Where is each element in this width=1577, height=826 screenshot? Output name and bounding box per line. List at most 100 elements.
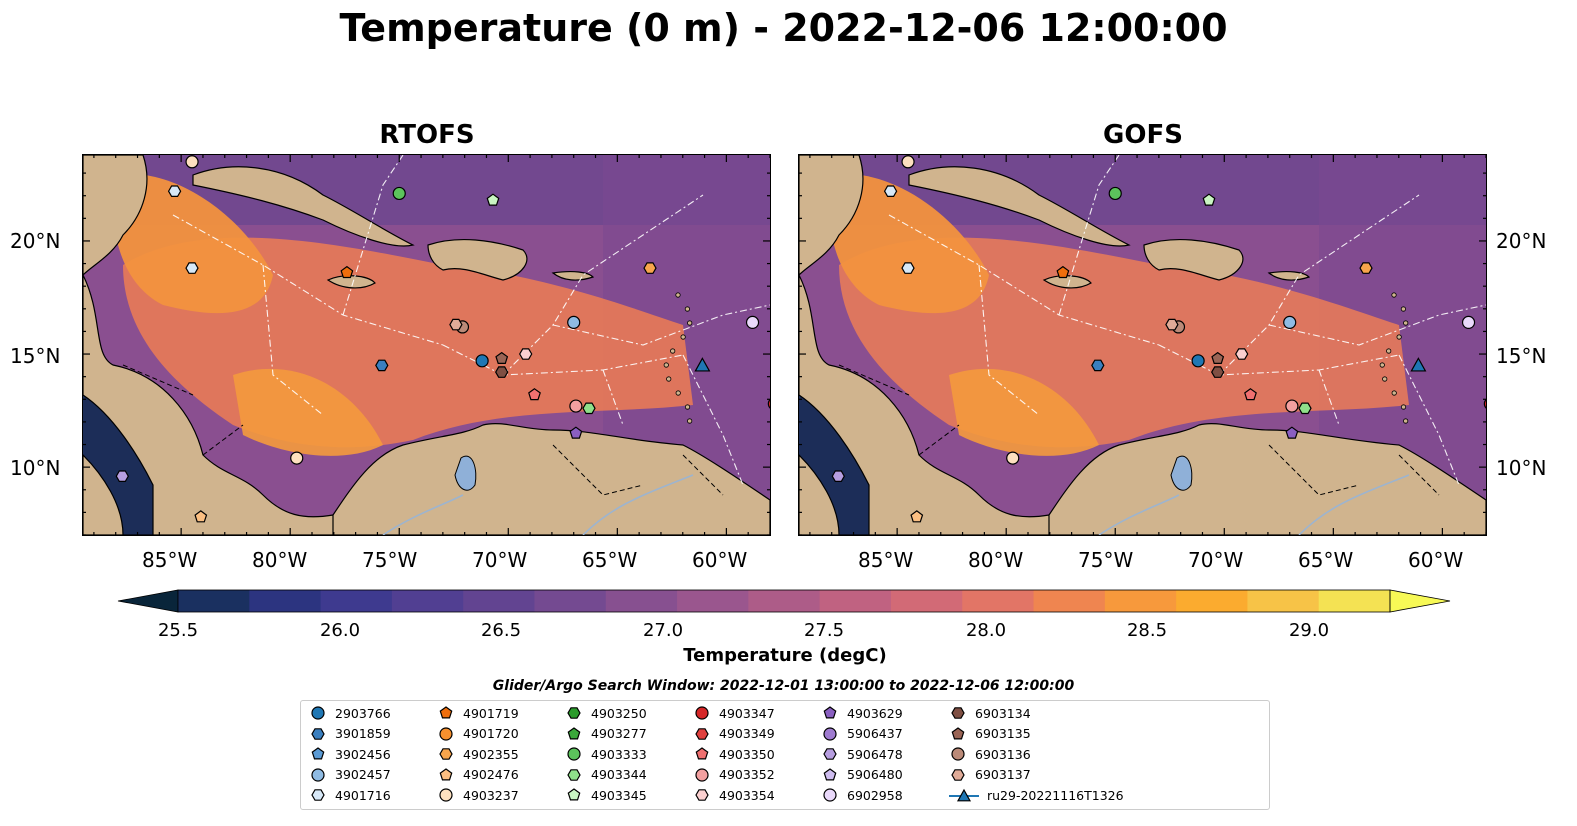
colorbar-segment: [890, 590, 963, 612]
legend-item: 4903345: [565, 785, 647, 805]
legend-item: 3902456: [309, 744, 391, 764]
panel-title-gofs: GOFS: [1103, 120, 1183, 150]
country-border: [838, 364, 910, 396]
legend-marker-icon: [567, 707, 581, 719]
legend-marker-icon: [695, 727, 709, 740]
legend-item: 3901859: [309, 724, 391, 744]
antilles-island: [687, 418, 693, 424]
legend-label: 4902476: [463, 767, 519, 782]
eez-boundary: [1058, 155, 1120, 316]
legend-marker-icon: [567, 747, 581, 761]
hispaniola-land: [427, 238, 528, 281]
colorbar-tick-26-0: 26.0: [319, 620, 361, 641]
legend-label: ru29-20221116T1326: [987, 787, 1124, 803]
platform-legend: 2903766 3901859 3902456 3902457 4901716 49017…: [300, 700, 1270, 810]
platform-marker-4903333: [1108, 186, 1122, 201]
legend-label: 4903344: [591, 767, 647, 782]
legend-label: 4901716: [335, 787, 391, 803]
legend-label: 5906437: [847, 726, 903, 741]
eez-boundary: [888, 214, 1160, 346]
search-window-text: Glider/Argo Search Window: 2022-12-01 13…: [492, 678, 1075, 694]
colorbar-segment: [819, 590, 892, 612]
legend-item: 4903629: [821, 703, 903, 723]
platform-marker-3902457: [1283, 315, 1297, 329]
country-border: [918, 424, 960, 456]
antilles-island: [1391, 292, 1397, 298]
map-panel-gofs[interactable]: [798, 154, 1487, 536]
legend-marker-icon: [695, 789, 709, 801]
antilles-island: [1386, 348, 1392, 354]
legend-item: 6903134: [949, 703, 1031, 723]
country-border: [1398, 454, 1440, 496]
antilles-island: [675, 390, 681, 396]
eez-boundary: [602, 369, 624, 426]
colorbar-tick-27-0: 27.0: [642, 620, 684, 641]
legend-marker-icon: [695, 767, 709, 782]
platform-marker-3902457: [567, 315, 581, 329]
cuba-land: [192, 166, 415, 247]
sea-warm-west: [112, 173, 273, 314]
legend-label: 4901719: [463, 705, 519, 721]
legend-item: 4903237: [437, 785, 519, 805]
legend-marker-icon: [439, 706, 453, 719]
platform-marker-4901719: [1056, 265, 1070, 279]
legend-marker-icon: [439, 726, 453, 741]
eez-boundary: [1218, 194, 1420, 376]
platform-marker-4903352: [1285, 399, 1299, 413]
legend-item: 4903277: [565, 724, 647, 744]
map-panel-rtofs[interactable]: [82, 154, 771, 536]
platform-marker-6903135: [495, 351, 509, 364]
colorbar-segment: [178, 590, 250, 612]
legend-marker-icon: [695, 706, 709, 720]
platform-marker-4903347: [1483, 398, 1486, 409]
hispaniola-land: [1143, 238, 1244, 281]
platform-marker-4903344: [582, 402, 596, 415]
cuba-land: [908, 166, 1131, 247]
legend-item: 4903347: [693, 703, 775, 723]
colorbar-segment: [320, 590, 393, 612]
legend-item: 4903250: [565, 703, 647, 723]
legend-marker-icon: [311, 706, 325, 720]
antilles-island: [666, 376, 672, 382]
eez-boundary: [1398, 354, 1460, 486]
antilles-island: [663, 362, 669, 368]
legend-label: 6903136: [975, 746, 1031, 762]
lon-label-65w-right: 65°W: [1298, 548, 1354, 572]
legend-marker-icon: [439, 767, 453, 780]
legend-item: 4903344: [565, 765, 647, 785]
legend-marker-icon: [695, 747, 709, 760]
eez-boundary: [682, 354, 744, 486]
legend-marker-icon: [823, 748, 837, 760]
legend-item: 6903136: [949, 744, 1031, 764]
legend-label: 4903352: [719, 767, 775, 782]
legend-marker-icon: [439, 788, 453, 802]
platform-marker-4903344: [1298, 402, 1312, 415]
river: [382, 494, 464, 535]
platform-marker-4903354: [519, 348, 533, 360]
platform-marker-2903766: [1191, 354, 1205, 368]
lake-maracaibo: [1170, 455, 1193, 491]
lon-label-80w-left: 80°W: [252, 548, 308, 572]
lat-label-20n-left: 20°N: [10, 229, 61, 253]
legend-marker-icon: [823, 706, 837, 719]
legend-item: 6902958: [821, 785, 903, 805]
antilles-island: [1403, 320, 1409, 326]
colorbar-label: Temperature (degC): [683, 645, 887, 666]
platform-marker-3901859: [1091, 359, 1105, 372]
platform-marker-ru29-20221116T1326: [694, 357, 711, 372]
legend-marker-icon: [951, 768, 965, 781]
yucatan-land: [83, 155, 148, 276]
yucatan-land: [799, 155, 864, 276]
colorbar-segment: [677, 590, 749, 612]
eez-boundary: [1268, 304, 1486, 346]
antilles-island: [1403, 418, 1409, 424]
platform-marker-4903352: [569, 399, 583, 413]
legend-label: 4903349: [719, 726, 775, 741]
eez-boundary: [172, 214, 444, 346]
puerto-rico-land: [551, 271, 595, 281]
legend-label: 4903350: [719, 746, 775, 762]
legend-marker-icon: [567, 788, 581, 801]
legend-item: 4901720: [437, 724, 519, 744]
platform-marker-4903350: [1244, 388, 1257, 401]
platform-marker-4901716: [167, 185, 182, 198]
